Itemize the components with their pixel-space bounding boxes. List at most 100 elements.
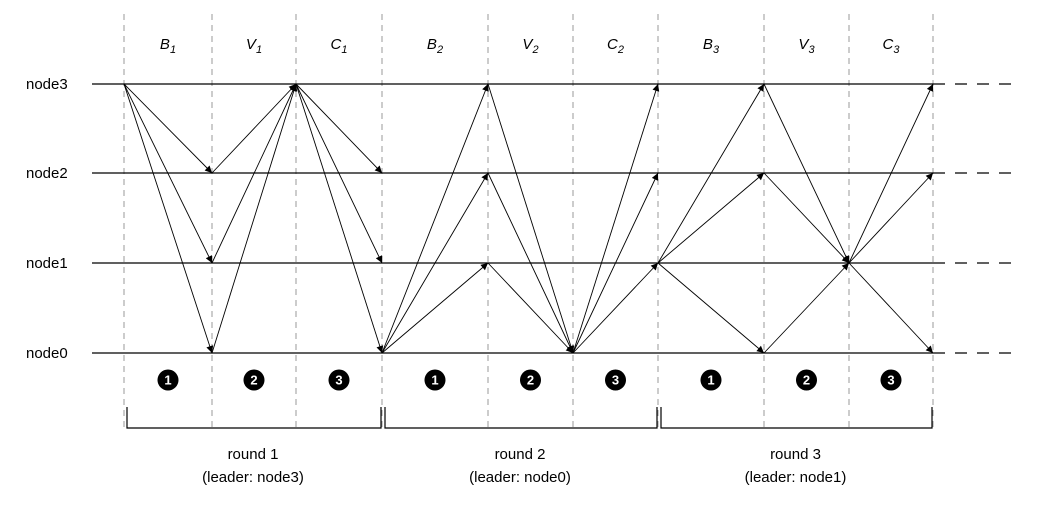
- step-number: 1: [707, 373, 714, 388]
- message-arrows: [123, 83, 934, 354]
- step-circle: [424, 369, 446, 391]
- step-number: 3: [335, 373, 342, 388]
- phase-label-sub: 2: [617, 44, 624, 56]
- phase-label-sub: 3: [713, 44, 720, 56]
- step-number: 2: [803, 373, 810, 388]
- step-circle: [328, 369, 350, 391]
- message-arrow: [211, 83, 298, 354]
- round-leader: (leader: node3): [202, 469, 304, 486]
- message-arrow: [487, 262, 574, 354]
- phase-label-base: B: [703, 36, 713, 53]
- message-arrow: [295, 83, 383, 174]
- phase-label: B1: [160, 36, 176, 56]
- step-marker: 3: [328, 369, 350, 391]
- step-circle: [796, 369, 817, 391]
- node-label-node1: node1: [26, 255, 68, 272]
- step-circle: [157, 369, 179, 391]
- phase-label-base: C: [883, 36, 894, 53]
- phase-label-base: V: [522, 36, 534, 53]
- round-bracket: [660, 407, 933, 429]
- round-bracket: [384, 407, 658, 429]
- step-number: 2: [527, 373, 534, 388]
- message-arrow: [123, 83, 213, 174]
- phase-label-sub: 1: [256, 44, 262, 56]
- round-brackets: round 1 (leader: node3) round 2 (leader: no…: [126, 407, 933, 486]
- phase-label-base: C: [331, 36, 342, 53]
- phase-label: B3: [703, 36, 720, 56]
- message-arrow: [572, 83, 660, 354]
- step-number: 3: [612, 373, 619, 388]
- step-circle: [700, 369, 722, 391]
- message-arrow: [657, 172, 765, 264]
- round-leader: (leader: node0): [469, 469, 571, 486]
- phase-label: V1: [246, 36, 262, 56]
- step-marker: 2: [520, 369, 541, 391]
- phase-label: B2: [427, 36, 443, 56]
- message-arrow: [763, 262, 850, 354]
- phase-label-base: B: [427, 36, 437, 53]
- phase-label: V2: [522, 36, 538, 56]
- node-timelines: [92, 83, 1012, 354]
- message-arrow: [381, 172, 489, 354]
- message-arrow: [657, 262, 765, 354]
- phase-label: V3: [798, 36, 815, 56]
- step-markers: 1 2 3 1 2 3 1 2 3: [157, 369, 902, 391]
- phase-label-base: V: [798, 36, 810, 53]
- node-labels: node0 node1 node2 node3: [26, 76, 68, 362]
- phase-label-sub: 1: [170, 44, 176, 56]
- message-arrow: [295, 83, 383, 264]
- step-marker: 2: [796, 369, 817, 391]
- round-title: round 3: [770, 446, 821, 463]
- message-arrow: [123, 83, 213, 264]
- step-number: 1: [164, 373, 171, 388]
- message-arrow: [657, 83, 765, 264]
- phase-label-sub: 2: [436, 44, 443, 56]
- node-label-node0: node0: [26, 345, 68, 362]
- step-circle: [880, 369, 902, 391]
- message-arrow: [572, 172, 659, 354]
- round-title: round 1: [228, 446, 279, 463]
- step-number: 2: [250, 373, 257, 388]
- step-circle: [520, 369, 541, 391]
- message-arrow: [763, 172, 850, 264]
- phase-label-sub: 3: [893, 44, 900, 56]
- phase-label: C1: [331, 36, 348, 56]
- message-arrow: [211, 83, 297, 264]
- message-arrow: [211, 83, 297, 174]
- step-marker: 3: [880, 369, 902, 391]
- phase-label-base: V: [246, 36, 258, 53]
- message-arrow: [381, 83, 489, 354]
- phase-label-sub: 3: [808, 44, 815, 56]
- step-marker: 1: [157, 369, 179, 391]
- message-arrow: [487, 172, 574, 354]
- round-bracket: [126, 407, 382, 429]
- message-arrow: [295, 83, 384, 354]
- phase-label: C2: [607, 36, 624, 56]
- round-leader: (leader: node1): [745, 469, 847, 486]
- phase-label-sub: 1: [341, 44, 347, 56]
- step-number: 1: [431, 373, 438, 388]
- node-label-node3: node3: [26, 76, 68, 93]
- phase-label-base: C: [607, 36, 618, 53]
- message-arrow: [763, 83, 850, 264]
- step-circle: [243, 369, 265, 391]
- message-arrow: [848, 172, 934, 264]
- phase-label-base: B: [160, 36, 170, 53]
- step-number: 3: [887, 373, 894, 388]
- phase-dividers: [123, 14, 934, 428]
- node-label-node2: node2: [26, 165, 68, 182]
- phase-labels: B1 V1 C1 B2 V2 C2 B3 V3 C3: [160, 36, 900, 56]
- message-arrow: [123, 83, 214, 354]
- message-arrow: [848, 262, 934, 354]
- step-marker: 2: [243, 369, 265, 391]
- message-arrow: [572, 262, 659, 354]
- step-circle: [605, 369, 626, 391]
- message-arrow: [487, 83, 575, 354]
- phase-label-sub: 2: [531, 44, 538, 56]
- step-marker: 1: [700, 369, 722, 391]
- phase-label: C3: [883, 36, 901, 56]
- round-title: round 2: [495, 446, 546, 463]
- step-marker: 1: [424, 369, 446, 391]
- message-arrow: [848, 83, 934, 264]
